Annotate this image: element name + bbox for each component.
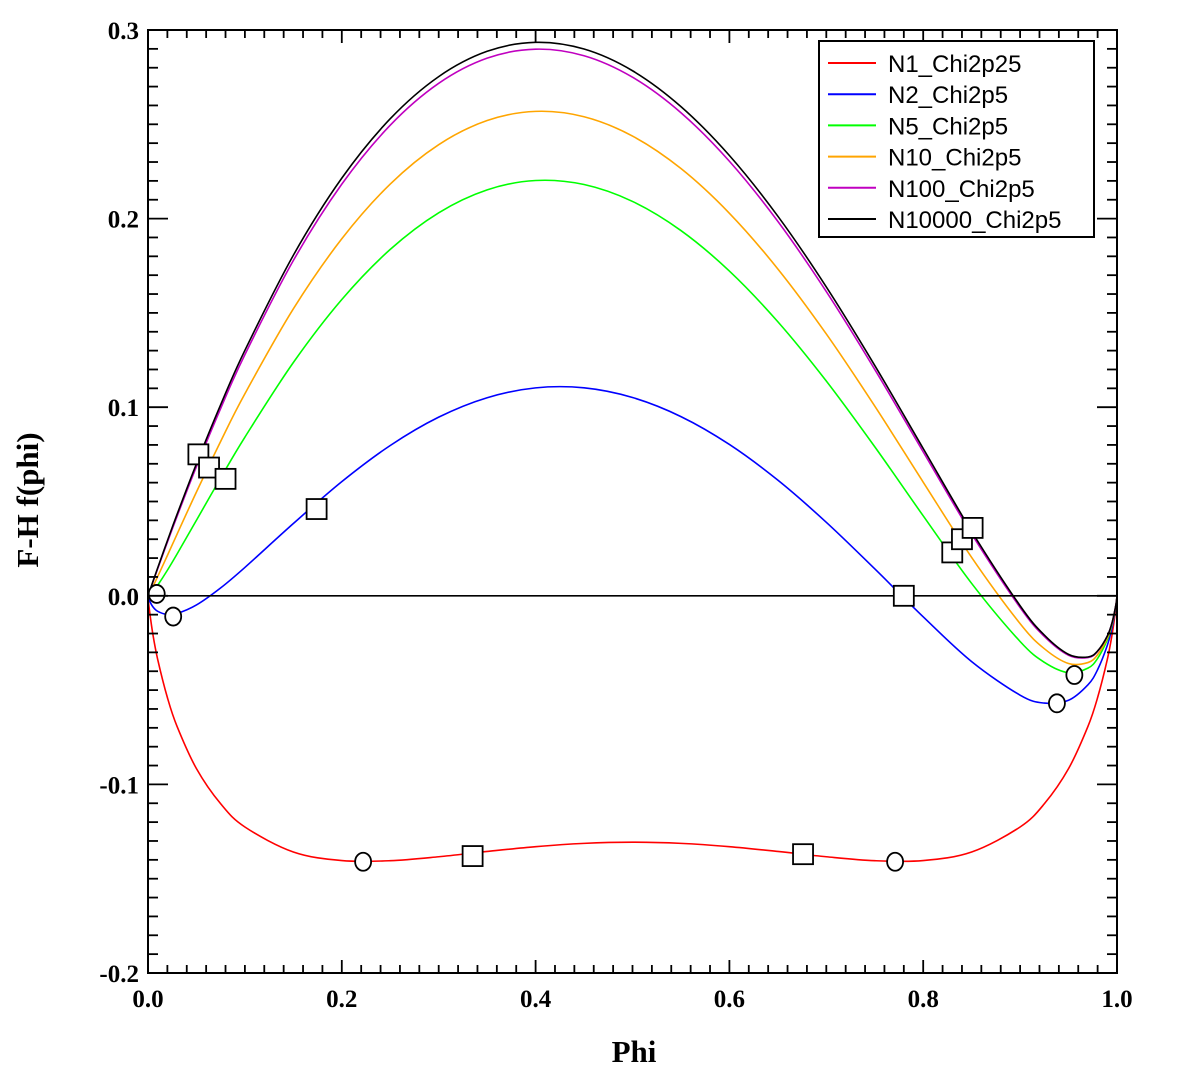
y-tick-label: -0.2 [99,961,139,988]
x-tick-label: 0.2 [326,986,357,1013]
y-axis-title: F-H f(phi) [10,432,45,567]
series-line-N10_Chi2p5 [148,110,1117,666]
y-tick-label: 0.2 [108,207,139,234]
series-line-N1_Chi2p25 [148,595,1117,863]
x-tick-label: 0.4 [520,986,552,1013]
circle-marker [354,851,373,872]
y-tick-label: 0.0 [108,584,139,611]
square-marker [892,584,915,607]
series-line-N2_Chi2p5 [148,385,1117,705]
x-tick-label: 1.0 [1101,986,1132,1013]
square-marker [961,517,984,539]
legend-label: N1_Chi2p25 [888,51,1021,78]
square-marker [198,456,220,479]
y-tick-label: -0.1 [99,772,139,799]
legend-label: N100_Chi2p5 [888,176,1035,203]
x-tick-label: 0.6 [714,986,745,1013]
x-tick-label: 0.8 [908,986,939,1013]
y-tick-labels: -0.2 -0.1 0.0 0.1 0.2 0.3 [99,18,139,988]
circle-marker [164,606,183,627]
legend-label: N10_Chi2p5 [888,145,1021,172]
square-marker [214,467,237,490]
legend-box [818,40,1095,238]
series-line-N10000_Chi2p5 [148,41,1117,659]
x-axis-title: Phi [612,1034,657,1069]
square-marker [461,845,484,867]
y-tick-label: 0.1 [108,395,139,422]
series-curves [148,41,1117,863]
legend-label: N10000_Chi2p5 [888,207,1061,234]
square-marker [305,498,328,520]
x-tick-labels: 0.0 0.2 0.4 0.6 0.8 1.0 [132,986,1132,1013]
markers [147,443,1084,872]
y-tick-label: 0.3 [108,18,139,45]
legend: N1_Chi2p25 N2_Chi2p5 N5_Chi2p5 N10_Chi2p5 N1… [818,40,1095,238]
circle-marker [1065,665,1084,685]
circle-marker [886,851,904,872]
circle-marker [1048,693,1066,714]
plot-frame [147,29,1118,974]
x-tick-label: 0.0 [132,986,163,1013]
legend-label: N2_Chi2p5 [888,82,1008,109]
legend-label: N5_Chi2p5 [888,113,1008,140]
square-marker [792,843,814,866]
circle-marker [147,584,166,604]
